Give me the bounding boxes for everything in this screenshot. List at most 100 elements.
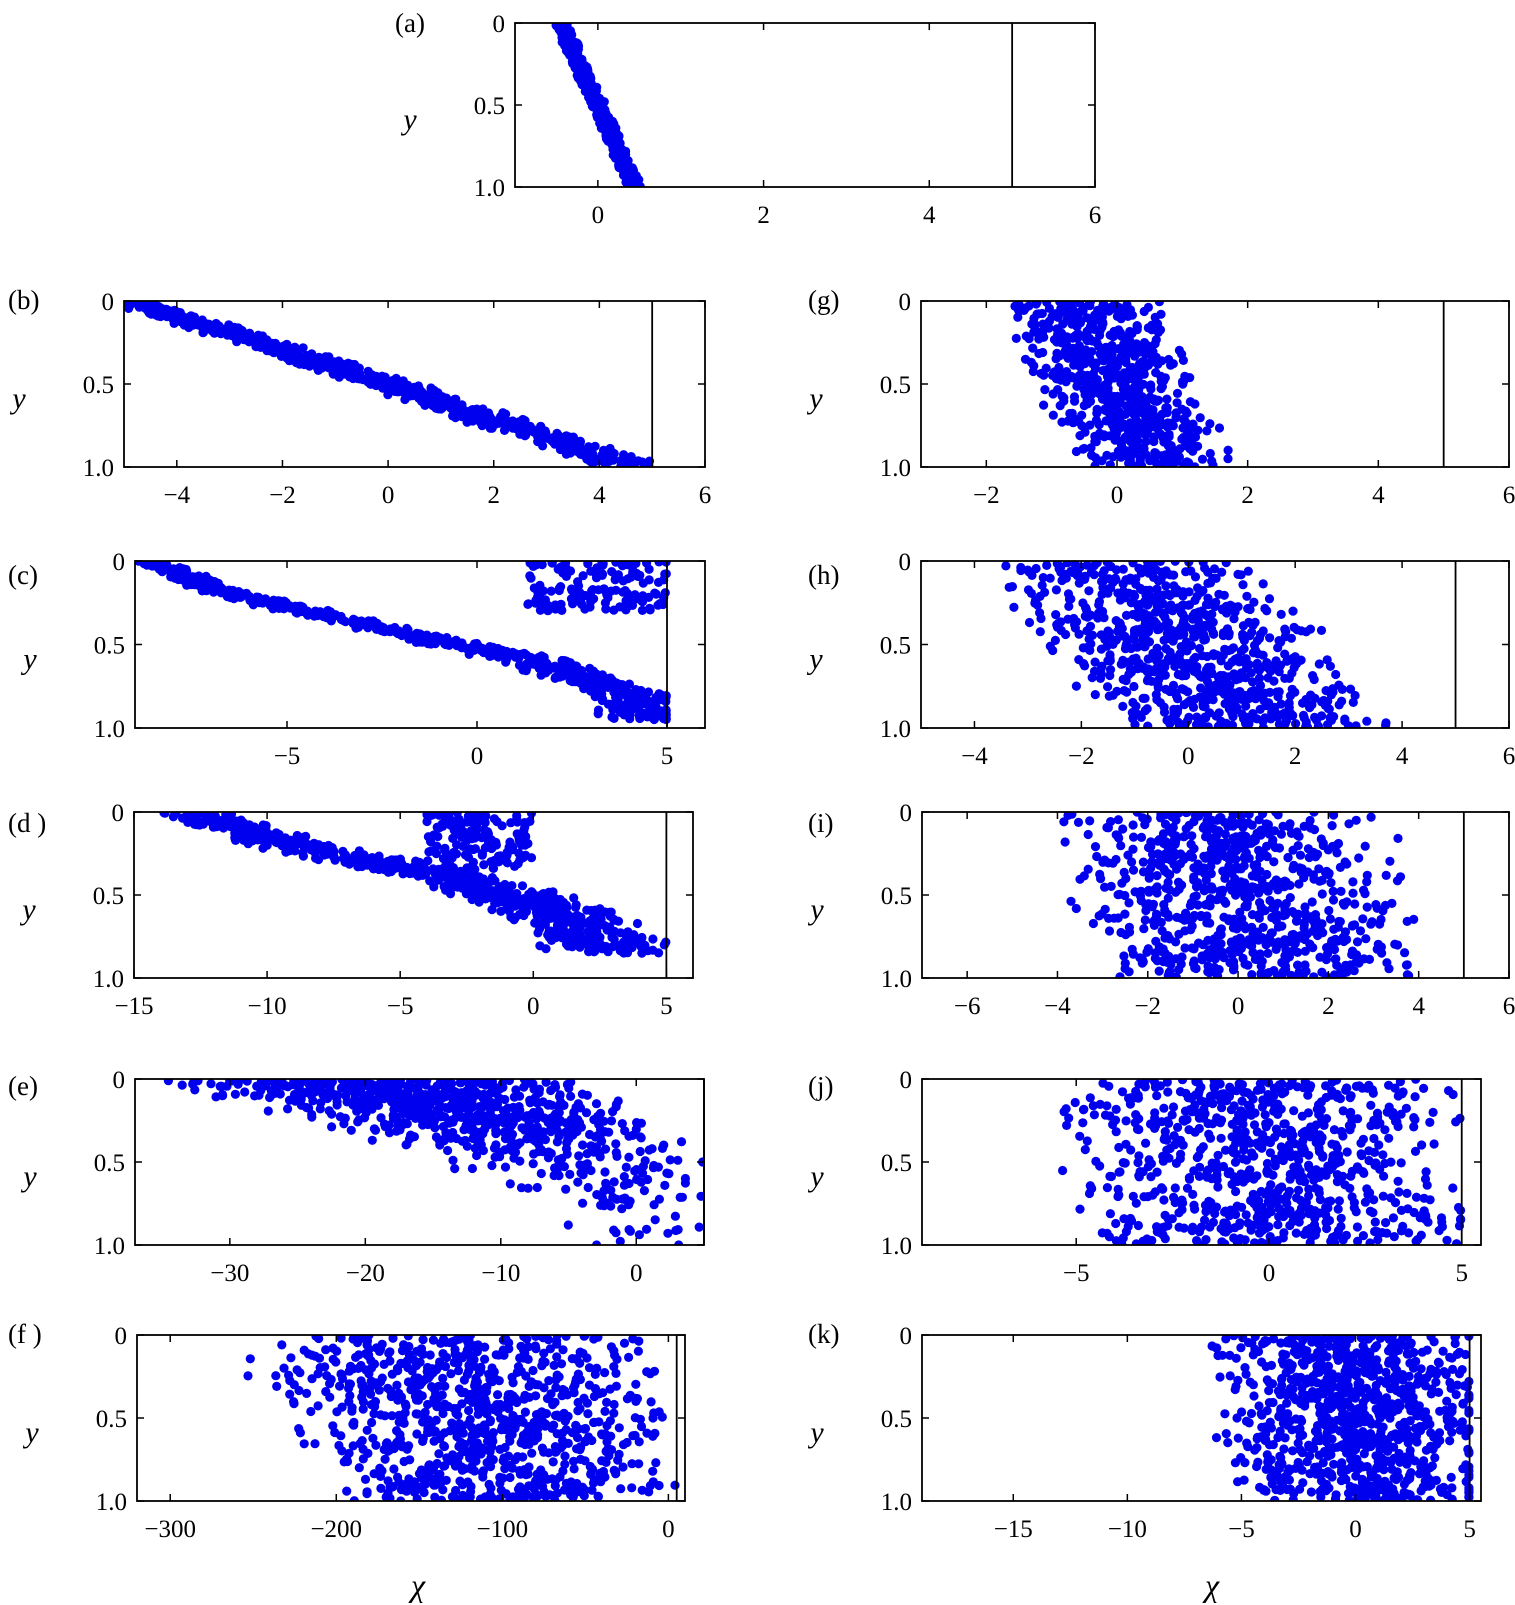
data-point (156, 561, 166, 566)
data-point (480, 1080, 490, 1090)
data-point (307, 1374, 317, 1384)
data-point (387, 1369, 397, 1379)
data-point (536, 909, 546, 919)
data-point (617, 1119, 627, 1129)
data-point (513, 1452, 523, 1462)
data-point (470, 1445, 480, 1455)
data-point (249, 822, 259, 833)
data-point (478, 647, 489, 658)
y-tick-label: 1.0 (96, 1489, 127, 1516)
data-point (465, 1389, 475, 1400)
data-point (385, 1356, 395, 1366)
data-point (316, 1098, 326, 1108)
data-point (469, 1466, 480, 1476)
panel-label: (c) (8, 560, 38, 590)
data-point (604, 127, 614, 137)
data-point (440, 1381, 450, 1391)
data-point (523, 1133, 533, 1144)
data-point (593, 1491, 603, 1501)
data-point (606, 1116, 617, 1126)
data-point (433, 873, 443, 884)
data-point (481, 894, 491, 904)
data-point (533, 1087, 544, 1098)
data-point (532, 1182, 542, 1193)
data-point (310, 1351, 320, 1361)
data-point (440, 1399, 450, 1409)
data-point (569, 1388, 579, 1398)
data-point (634, 1230, 645, 1240)
data-point (533, 1491, 543, 1501)
data-point (525, 1095, 535, 1105)
data-point (472, 1377, 482, 1387)
data-point (344, 1366, 354, 1376)
data-point (500, 1162, 511, 1172)
data-point (598, 561, 608, 569)
data-point (418, 1335, 428, 1345)
data-point (519, 1394, 529, 1404)
data-point (504, 899, 514, 909)
data-point (580, 1485, 590, 1495)
data-point (181, 564, 191, 575)
data-point (353, 1082, 363, 1092)
data-point (441, 1128, 451, 1138)
data-point (473, 1342, 483, 1352)
data-point (445, 1426, 455, 1436)
data-point (239, 835, 249, 845)
data-point (184, 317, 194, 327)
data-point (349, 1417, 359, 1427)
data-point (464, 833, 474, 843)
data-point (384, 1120, 394, 1130)
data-point (551, 1383, 561, 1393)
data-point (435, 1469, 445, 1479)
y-axis-label: y (22, 1416, 39, 1449)
data-point (578, 1198, 588, 1208)
data-point (358, 1104, 368, 1114)
y-axis-label: y (20, 643, 37, 676)
data-point (402, 1082, 413, 1092)
data-point (534, 1146, 544, 1157)
y-tick-label: 1.0 (83, 455, 114, 482)
data-point (606, 1201, 616, 1211)
data-point (696, 1191, 704, 1201)
data-point (423, 1399, 433, 1410)
data-point (541, 944, 551, 954)
data-point (558, 568, 568, 578)
x-tick-label: −4 (164, 482, 191, 509)
data-point (576, 665, 587, 676)
data-point (299, 842, 309, 852)
data-point (500, 1464, 510, 1474)
scatter-points-d (159, 812, 671, 958)
data-point (460, 1447, 470, 1457)
data-point (193, 316, 203, 326)
data-point (484, 836, 494, 846)
data-point (377, 1373, 387, 1383)
data-point (329, 357, 339, 367)
data-point (611, 585, 621, 595)
data-point (449, 825, 459, 835)
data-point (562, 1482, 572, 1492)
data-point (376, 1483, 386, 1493)
data-point (429, 1427, 439, 1437)
x-axis-label: χ (408, 1567, 426, 1603)
data-point (615, 1236, 625, 1245)
data-point (317, 1079, 327, 1088)
data-point (586, 905, 596, 916)
data-point (565, 658, 576, 668)
data-point (492, 1102, 502, 1112)
data-point (624, 704, 634, 715)
data-point (566, 1079, 576, 1087)
panel-e: −30 −20 −10 000.51.0y(e) (8, 1067, 705, 1287)
data-point (508, 1411, 518, 1421)
x-tick-label: −30 (210, 1260, 249, 1287)
data-point (371, 1440, 381, 1450)
data-point (435, 633, 445, 643)
data-point (429, 385, 439, 395)
data-point (298, 851, 308, 861)
data-point (342, 1486, 352, 1496)
data-point (429, 882, 439, 892)
data-point (438, 1408, 448, 1419)
data-point (657, 1143, 668, 1153)
data-point (509, 1153, 519, 1163)
data-point (385, 1481, 395, 1492)
data-point (206, 1079, 216, 1089)
